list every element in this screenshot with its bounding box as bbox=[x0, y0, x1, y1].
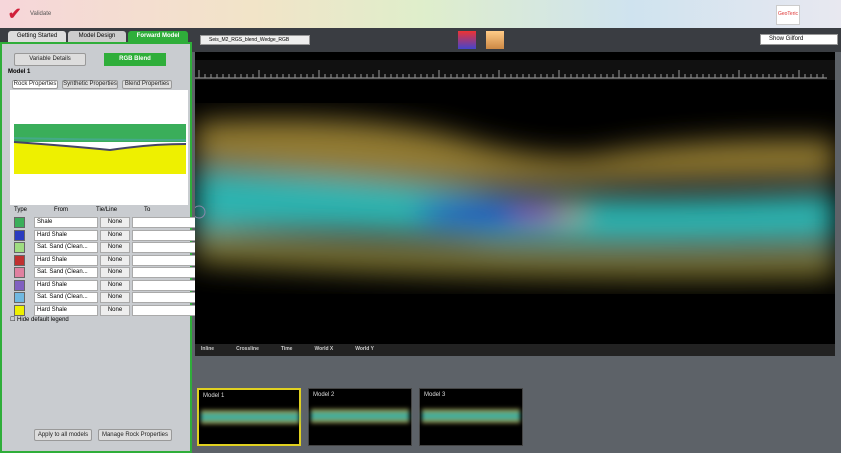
to-field[interactable] bbox=[132, 292, 196, 303]
seismic-image bbox=[192, 60, 835, 356]
status-field: Inline bbox=[201, 346, 215, 352]
thumbnail[interactable]: Model 3 bbox=[419, 388, 523, 446]
button[interactable]: RGB Blend bbox=[104, 53, 166, 66]
model-sketch bbox=[13, 124, 187, 174]
header: From bbox=[54, 207, 68, 213]
thumbnail-image bbox=[201, 410, 299, 424]
property-row: Sat. Sand (Clean... None bbox=[14, 266, 196, 278]
thumbnail-image bbox=[311, 409, 409, 423]
type-field[interactable]: Sat. Sand (Clean... bbox=[34, 242, 98, 253]
tie-dropdown[interactable]: None bbox=[100, 254, 130, 266]
type-field[interactable]: Shale bbox=[34, 217, 98, 228]
property-row: Hard Shale None bbox=[14, 279, 196, 291]
button[interactable]: Apply to all models bbox=[34, 429, 92, 441]
tool-icon[interactable] bbox=[486, 31, 504, 49]
type-field[interactable]: Hard Shale bbox=[34, 304, 98, 316]
property-row: Hard Shale None bbox=[14, 254, 196, 266]
to-field[interactable] bbox=[132, 304, 196, 316]
dataset-dropdown[interactable]: Seis_M2_RGS_blend_Wedge_RGB bbox=[200, 35, 310, 45]
button[interactable]: Manage Rock Properties bbox=[98, 429, 172, 441]
tab[interactable]: Getting Started bbox=[8, 31, 66, 42]
thumbnail-label: Model 2 bbox=[313, 392, 335, 398]
swatch bbox=[14, 217, 25, 228]
to-field[interactable] bbox=[132, 242, 196, 253]
thumbnail[interactable]: Model 1 bbox=[197, 388, 301, 446]
property-row: Hard Shale None bbox=[14, 229, 196, 241]
property-row: Sat. Sand (Clean... None bbox=[14, 241, 196, 253]
model-preview bbox=[10, 90, 188, 205]
type-field[interactable]: Hard Shale bbox=[34, 254, 98, 266]
checkbox[interactable]: ☐ Hide default legend bbox=[10, 317, 69, 323]
subtab[interactable]: Rock Properties bbox=[12, 80, 58, 89]
header: Type bbox=[14, 207, 28, 213]
tie-dropdown[interactable]: None bbox=[100, 217, 130, 228]
tool-icon[interactable] bbox=[458, 31, 476, 49]
tie-dropdown[interactable]: None bbox=[100, 229, 130, 241]
subtab[interactable]: Blend Properties bbox=[122, 80, 172, 89]
status-bar: Inline Crossline Time World X World Y bbox=[201, 346, 396, 352]
check-icon: ✔ bbox=[8, 6, 22, 23]
type-field[interactable]: Hard Shale bbox=[34, 229, 98, 241]
property-row: Sat. Sand (Clean... None bbox=[14, 291, 196, 303]
subtab[interactable]: Synthetic Properties bbox=[62, 80, 118, 89]
to-field[interactable] bbox=[132, 279, 196, 291]
thumbnail[interactable]: Model 2 bbox=[308, 388, 412, 446]
swatch bbox=[14, 242, 25, 253]
property-row: Shale None bbox=[14, 216, 196, 228]
thumbnail-image bbox=[422, 409, 520, 423]
to-field[interactable] bbox=[132, 229, 196, 241]
status-field: Crossline bbox=[236, 346, 259, 352]
swatch bbox=[14, 267, 25, 278]
swatch bbox=[14, 254, 25, 266]
tie-dropdown[interactable]: None bbox=[100, 242, 130, 253]
to-field[interactable] bbox=[132, 217, 196, 228]
search-box[interactable]: Show Gilford bbox=[760, 34, 838, 45]
swatch bbox=[14, 304, 25, 316]
tab[interactable]: Forward Model bbox=[128, 31, 188, 42]
checkbox-label: Hide default legend bbox=[17, 317, 69, 323]
type-field[interactable]: Sat. Sand (Clean... bbox=[34, 292, 98, 303]
tie-dropdown[interactable]: None bbox=[100, 267, 130, 278]
logo: GeoTeric bbox=[776, 5, 800, 25]
thumbnail-label: Model 3 bbox=[424, 392, 446, 398]
to-field[interactable] bbox=[132, 267, 196, 278]
tab[interactable]: Model Design bbox=[68, 31, 126, 42]
swatch bbox=[14, 292, 25, 303]
to-field[interactable] bbox=[132, 254, 196, 266]
status-field: World Y bbox=[355, 346, 374, 352]
type-field[interactable]: Hard Shale bbox=[34, 279, 98, 291]
header: Tie/Line bbox=[96, 207, 118, 213]
button[interactable]: Variable Details bbox=[14, 53, 86, 66]
title-bar: ✔ Validate GeoTeric bbox=[0, 0, 841, 28]
type-field[interactable]: Sat. Sand (Clean... bbox=[34, 267, 98, 278]
left-panel: Variable Details RGB Blend Model 1 Rock … bbox=[0, 42, 196, 453]
tie-dropdown[interactable]: None bbox=[100, 292, 130, 303]
swatch bbox=[14, 279, 25, 291]
seismic-view: Inline Crossline Time World X World Y bbox=[192, 52, 835, 356]
tie-dropdown[interactable]: None bbox=[100, 279, 130, 291]
status-field: World X bbox=[314, 346, 334, 352]
thumbnail-label: Model 1 bbox=[203, 393, 225, 399]
model-title: Model 1 bbox=[8, 69, 31, 75]
property-row: Hard Shale None bbox=[14, 304, 196, 316]
status-field: Time bbox=[280, 346, 293, 352]
swatch bbox=[14, 229, 25, 241]
header: To bbox=[144, 207, 151, 213]
window-title: Validate bbox=[30, 11, 52, 17]
tie-dropdown[interactable]: None bbox=[100, 304, 130, 316]
